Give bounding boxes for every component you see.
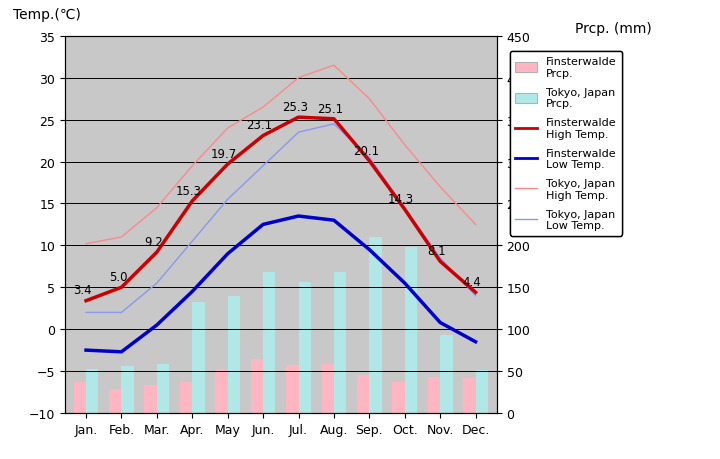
Bar <box>357 375 369 413</box>
Text: 9.2: 9.2 <box>144 235 163 248</box>
Bar <box>145 386 157 413</box>
Y-axis label: Temp.(℃): Temp.(℃) <box>13 8 81 22</box>
Text: 19.7: 19.7 <box>211 147 238 161</box>
Bar <box>369 237 382 413</box>
Bar <box>322 364 334 413</box>
Bar <box>440 336 453 413</box>
Text: 4.4: 4.4 <box>463 275 482 288</box>
Text: 25.3: 25.3 <box>282 101 308 114</box>
Bar <box>122 366 134 413</box>
Bar <box>463 378 475 413</box>
Text: 14.3: 14.3 <box>388 193 414 206</box>
Bar <box>157 364 169 413</box>
Bar <box>109 389 122 413</box>
Text: 15.3: 15.3 <box>176 185 202 197</box>
Text: 23.1: 23.1 <box>246 119 273 132</box>
Text: 20.1: 20.1 <box>353 144 379 157</box>
Bar <box>286 365 299 413</box>
Bar <box>192 302 204 413</box>
Legend: Finsterwalde
Prcp., Tokyo, Japan
Prcp., Finsterwalde
High Temp., Finsterwalde
Lo: Finsterwalde Prcp., Tokyo, Japan Prcp., … <box>510 51 622 236</box>
Bar <box>73 382 86 413</box>
Text: 25.1: 25.1 <box>318 102 343 115</box>
Bar <box>475 370 488 413</box>
Bar <box>251 359 263 413</box>
Bar <box>428 377 440 413</box>
Text: 3.4: 3.4 <box>73 284 92 297</box>
Bar <box>86 369 99 413</box>
Bar <box>299 283 311 413</box>
Bar <box>180 382 192 413</box>
Text: 8.1: 8.1 <box>427 245 446 257</box>
Y-axis label: Prcp. (mm): Prcp. (mm) <box>575 22 652 36</box>
Bar <box>392 382 405 413</box>
Text: 5.0: 5.0 <box>109 270 127 284</box>
Bar <box>215 369 228 413</box>
Bar <box>263 273 276 413</box>
Bar <box>228 297 240 413</box>
Bar <box>405 247 417 413</box>
Bar <box>334 273 346 413</box>
